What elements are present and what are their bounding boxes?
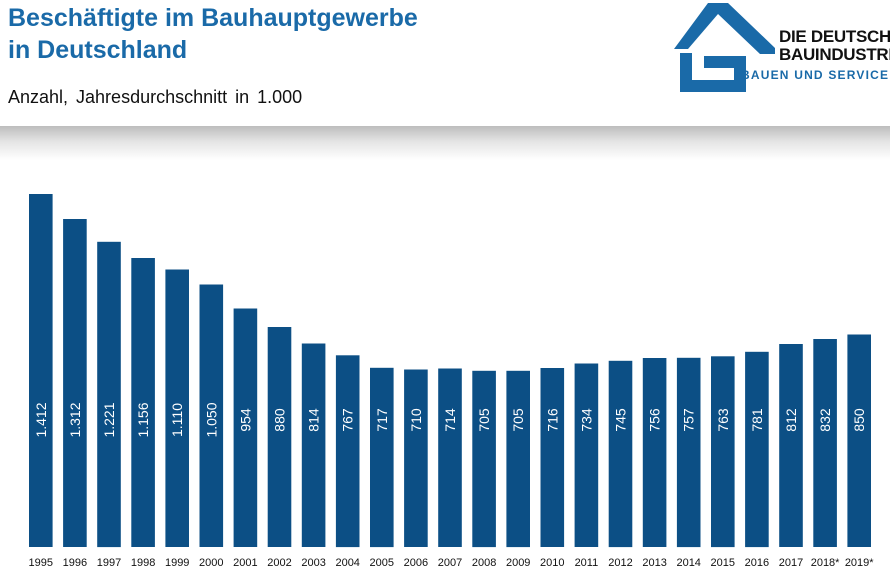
bar-2011 <box>574 363 599 547</box>
bar-value-label: 705 <box>510 408 526 432</box>
bar-value-label: 850 <box>851 408 867 432</box>
x-tick-label: 2009 <box>506 557 530 569</box>
x-tick-label: 1995 <box>29 557 53 569</box>
bar-2004 <box>335 355 360 548</box>
bar-2007 <box>438 368 462 547</box>
x-tick-label: 2001 <box>233 557 257 569</box>
bar-2016 <box>745 351 769 548</box>
bar-2009 <box>506 370 530 548</box>
x-tick-label: 2018* <box>811 557 840 569</box>
x-tick-label: 2014 <box>676 557 700 569</box>
bar-2000 <box>199 284 224 547</box>
bar-2012 <box>608 360 633 548</box>
x-tick-label: 2017 <box>779 557 803 569</box>
bar-value-label: 767 <box>340 408 356 432</box>
x-tick-label: 2007 <box>438 557 462 569</box>
page-title: Beschäftigte im Bauhauptgewerbe in Deuts… <box>8 2 418 66</box>
x-tick-label: 1998 <box>131 557 155 569</box>
company-logo: DIE DEUTSCH BAUINDUSTRI BAUEN UND SERVIC… <box>670 0 890 100</box>
bar-2006 <box>404 369 428 547</box>
bar-2015 <box>711 356 735 548</box>
x-tick-label: 1996 <box>63 557 87 569</box>
logo-text-line-2: BAUINDUSTRI <box>779 45 890 64</box>
bar-value-label: 716 <box>544 408 560 432</box>
bar-2019-est <box>847 334 871 547</box>
bar-2010 <box>540 368 565 547</box>
x-tick-label: 2005 <box>370 557 394 569</box>
bar-chart: 1.412 1.312 1.221 1.156 1.110 1.050 954 880 814 7… <box>29 194 875 569</box>
bar-1998 <box>131 258 155 547</box>
bar-value-label: 714 <box>442 408 458 432</box>
bar-value-label: 717 <box>374 408 390 432</box>
x-tick-label: 2010 <box>540 557 564 569</box>
x-tick-label: 2004 <box>335 557 359 569</box>
bar-value-label: 745 <box>613 408 629 432</box>
chart-bars <box>29 194 871 548</box>
bar-1995 <box>29 194 53 547</box>
bar-2018-est <box>813 339 837 547</box>
x-tick-label: 1997 <box>97 557 121 569</box>
bar-value-label: 954 <box>237 408 253 432</box>
header: Beschäftigte im Bauhauptgewerbe in Deuts… <box>0 0 890 128</box>
x-tick-label: 2003 <box>301 557 325 569</box>
bar-value-label: 756 <box>647 408 663 432</box>
title-line-2: in Deutschland <box>8 36 188 64</box>
bar-2014 <box>676 357 701 548</box>
bar-1999 <box>165 269 189 547</box>
bar-2017 <box>779 344 803 547</box>
x-tick-label: 2002 <box>267 557 291 569</box>
x-tick-label: 2011 <box>575 557 599 569</box>
bar-2002 <box>267 327 292 547</box>
bar-value-label: 1.221 <box>101 402 117 437</box>
logo-text-line-3: BAUEN UND SERVICE <box>741 68 890 82</box>
bar-value-label: 814 <box>306 408 322 432</box>
bar-2008 <box>472 370 496 548</box>
x-tick-label: 1999 <box>165 557 189 569</box>
bar-value-label: 1.412 <box>33 402 49 437</box>
house-roof-logo-icon <box>674 3 775 92</box>
bar-value-label: 1.050 <box>203 402 219 437</box>
bar-2001 <box>233 308 258 547</box>
x-tick-label: 2008 <box>472 557 496 569</box>
bar-value-label: 763 <box>715 408 731 432</box>
x-tick-label: 2016 <box>745 557 769 569</box>
chart-subtitle: Anzahl, Jahresdurchschnitt in 1.000 <box>8 87 303 107</box>
chart-value-labels: 1.412 1.312 1.221 1.156 1.110 1.050 954 880 814 7… <box>33 402 867 437</box>
bar-2005 <box>370 367 394 548</box>
x-tick-label: 2012 <box>608 557 632 569</box>
bar-1996 <box>63 219 87 547</box>
bar-value-label: 812 <box>783 408 799 432</box>
bar-2013 <box>642 358 667 547</box>
bar-value-label: 880 <box>272 408 288 432</box>
bar-value-label: 710 <box>408 408 424 432</box>
bar-value-label: 1.156 <box>135 402 151 437</box>
bar-value-label: 781 <box>749 408 765 432</box>
bar-value-label: 705 <box>476 408 492 432</box>
title-line-1: Beschäftigte im Bauhauptgewerbe <box>8 4 418 32</box>
bar-value-label: 1.312 <box>67 402 83 437</box>
x-tick-label: 2006 <box>404 557 428 569</box>
x-tick-label: 2013 <box>642 557 666 569</box>
bar-value-label: 1.110 <box>169 403 185 437</box>
header-divider-shadow <box>0 126 890 160</box>
x-tick-label: 2000 <box>199 557 223 569</box>
bar-value-label: 734 <box>578 408 594 432</box>
bar-value-label: 832 <box>817 408 833 432</box>
logo-text-line-1: DIE DEUTSCH <box>779 27 890 46</box>
chart-x-tick-labels: 1995 1996 1997 1998 1999 2000 2001 2002 2003 2004… <box>29 557 875 569</box>
bar-1997 <box>97 241 121 548</box>
x-tick-label: 2015 <box>711 557 735 569</box>
bar-2003 <box>301 343 326 547</box>
x-tick-label: 2019* <box>845 557 874 569</box>
bar-value-label: 757 <box>681 408 697 432</box>
